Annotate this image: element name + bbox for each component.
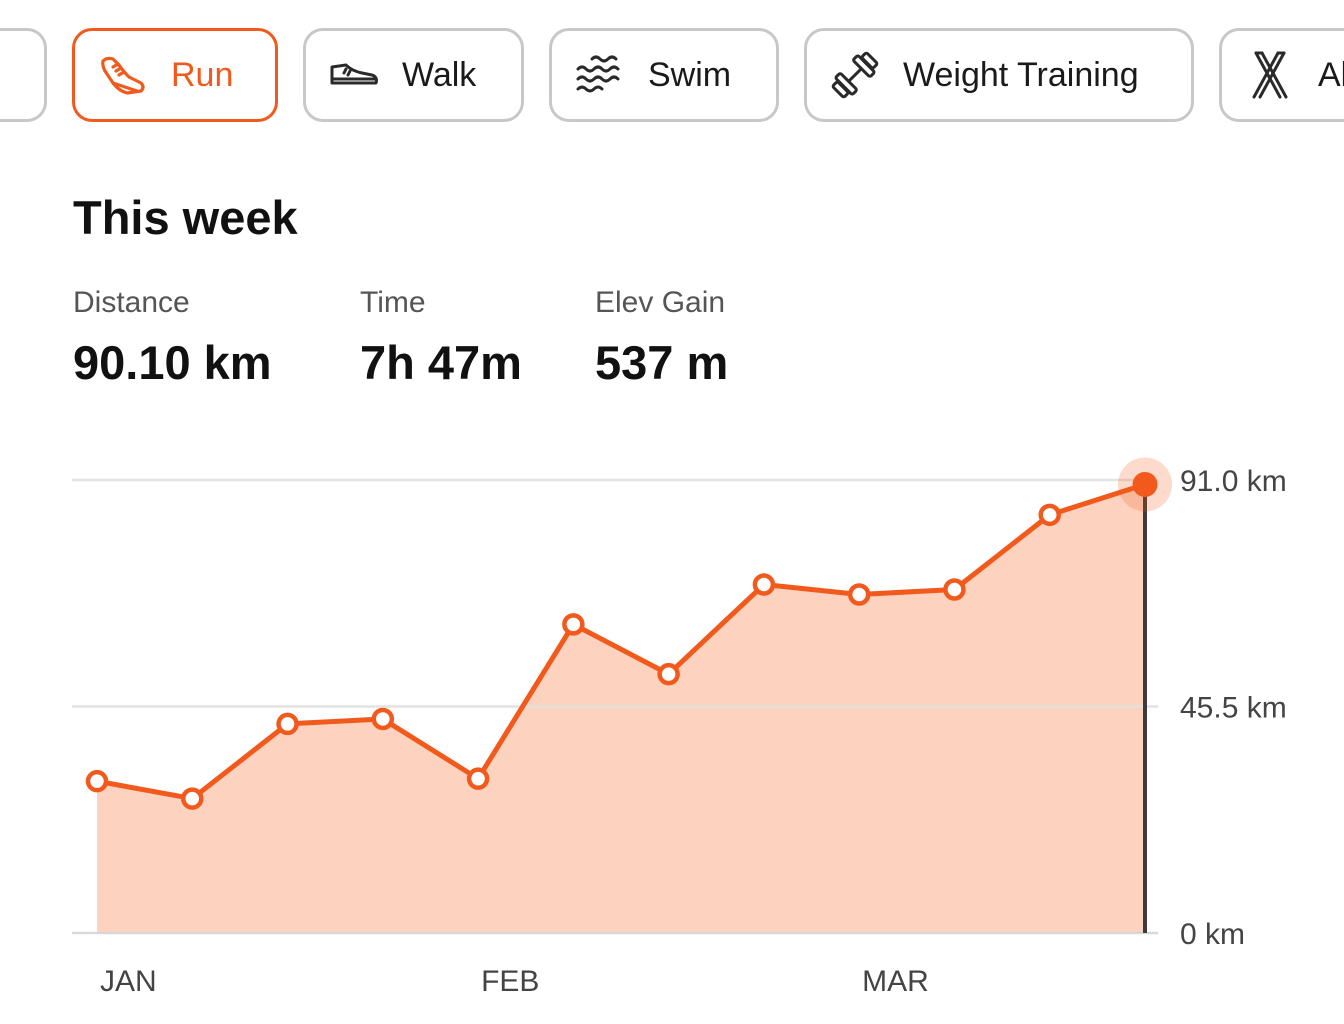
- tab-alpine-ski-label: Al: [1318, 55, 1344, 94]
- stat-elev-gain-label: Elev Gain: [595, 286, 726, 319]
- data-point: [847, 583, 871, 606]
- tab-run[interactable]: Run: [72, 28, 278, 122]
- data-point: [181, 787, 204, 810]
- data-point: [85, 769, 109, 793]
- data-point: [371, 707, 395, 731]
- y-tick-label: 0 km: [1180, 918, 1245, 951]
- section-title: This week: [73, 191, 298, 244]
- skis-icon: [1244, 49, 1296, 101]
- x-tick-label: JAN: [100, 965, 157, 998]
- data-point: [943, 578, 966, 601]
- x-tick-label: MAR: [862, 965, 929, 998]
- stat-elev-gain: Elev Gain 537 m: [595, 284, 728, 388]
- data-point: [1038, 503, 1061, 527]
- dumbbell-icon: [829, 49, 881, 101]
- waves-icon: [574, 49, 626, 101]
- data-point: [657, 662, 680, 686]
- tab-weight-training-label: Weight Training: [903, 55, 1139, 94]
- stat-time-label: Time: [360, 286, 426, 319]
- tab-alpine-ski[interactable]: Al: [1219, 28, 1344, 122]
- sneaker-icon: [328, 49, 380, 101]
- stat-time-value: 7h 47m: [360, 336, 522, 389]
- tab-swim[interactable]: Swim: [549, 28, 779, 122]
- tab-run-label: Run: [171, 55, 234, 94]
- distance-area-fill: [97, 484, 1145, 933]
- data-point: [276, 712, 299, 736]
- data-point: [466, 767, 490, 790]
- data-point: [752, 573, 776, 596]
- tab-walk[interactable]: Walk: [303, 28, 524, 122]
- weekly-distance-chart[interactable]: 91.0 km 45.5 km 0 km JAN FEB MAR: [0, 440, 1344, 1024]
- stat-distance-value: 90.10 km: [73, 336, 272, 389]
- tab-weight-training[interactable]: Weight Training: [804, 28, 1194, 122]
- data-point: [562, 613, 585, 636]
- stat-elev-gain-value: 537 m: [595, 336, 729, 389]
- tab-swim-label: Swim: [648, 55, 732, 94]
- distance-line: [96, 482, 1146, 802]
- y-tick-label: 45.5 km: [1180, 692, 1287, 725]
- x-tick-label: FEB: [481, 965, 539, 998]
- stat-distance-label: Distance: [73, 286, 190, 319]
- tab-walk-label: Walk: [402, 55, 477, 94]
- activity-tabs: Run Walk: [0, 28, 1344, 126]
- running-shoe-icon: [97, 49, 149, 101]
- y-tick-label: 91.0 km: [1180, 465, 1287, 498]
- tab-partial-left[interactable]: [0, 28, 47, 122]
- selected-data-point: [1132, 471, 1158, 497]
- stat-time: Time 7h 47m: [360, 284, 522, 388]
- stat-distance: Distance 90.10 km: [73, 284, 272, 388]
